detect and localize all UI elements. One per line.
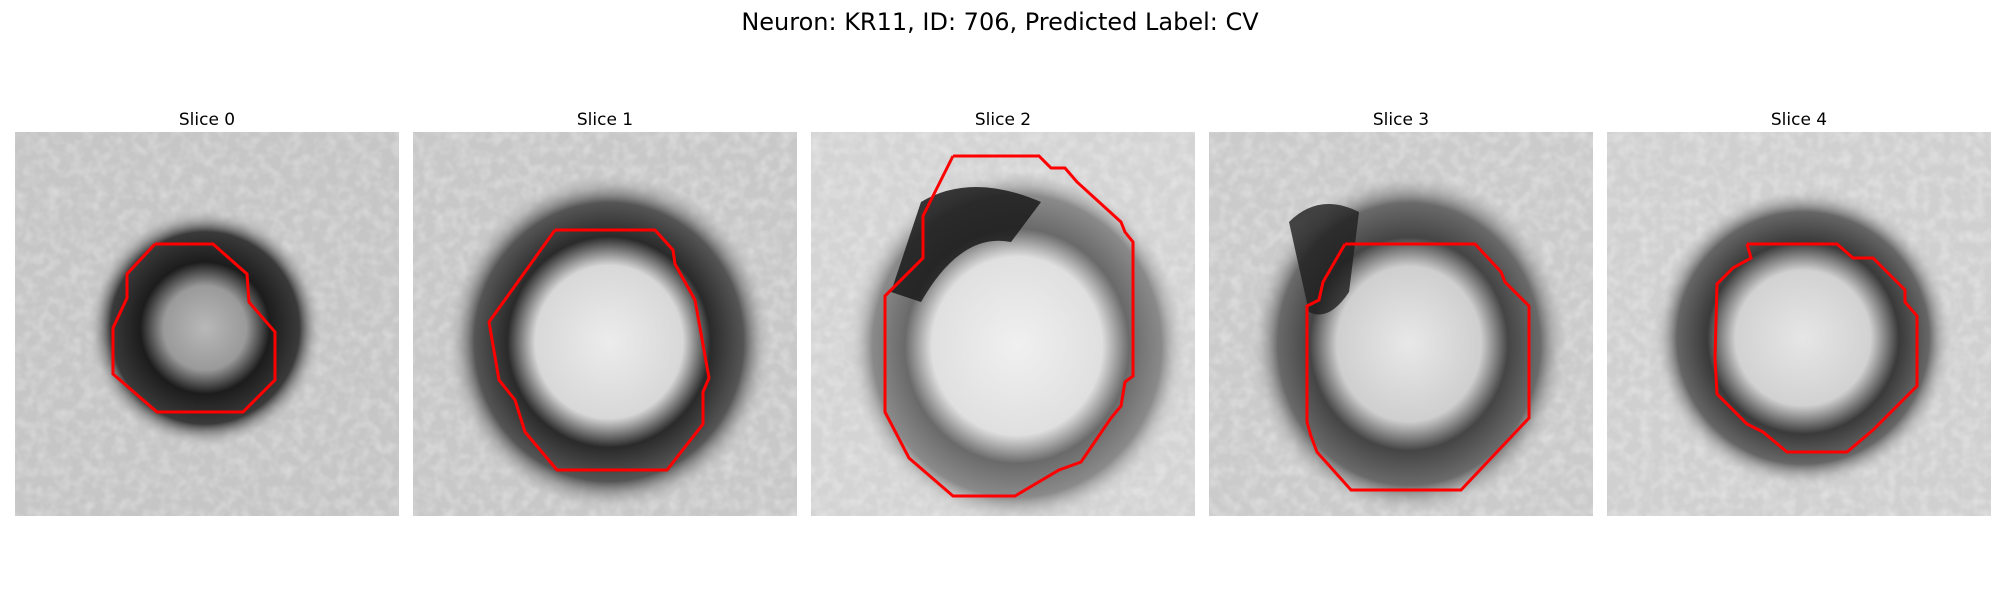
slice-title: Slice 0	[178, 110, 236, 130]
contour-line	[1305, 242, 1531, 492]
slice-image-2	[811, 132, 1195, 516]
contour-line	[883, 154, 1135, 498]
slice-image-1	[413, 132, 797, 516]
contour-line	[1713, 242, 1919, 454]
slice-image-0	[15, 132, 399, 516]
slice-image-4	[1607, 132, 1991, 516]
slice-image-3	[1209, 132, 1593, 516]
slice-title: Slice 3	[1372, 110, 1430, 130]
slice-title: Slice 4	[1770, 110, 1828, 130]
slice-panel-3: Slice 3	[1209, 108, 1593, 516]
slice-panel-1: Slice 1	[413, 108, 797, 516]
contour-line	[487, 228, 711, 472]
slice-title: Slice 2	[974, 110, 1032, 130]
slice-title: Slice 1	[576, 110, 634, 130]
slice-panel-4: Slice 4	[1607, 108, 1991, 516]
slice-panel-2: Slice 2	[811, 108, 1195, 516]
contour-line	[111, 242, 277, 414]
slice-panel-0: Slice 0	[15, 108, 399, 516]
figure-title: Neuron: KR11, ID: 706, Predicted Label: …	[741, 8, 1259, 36]
